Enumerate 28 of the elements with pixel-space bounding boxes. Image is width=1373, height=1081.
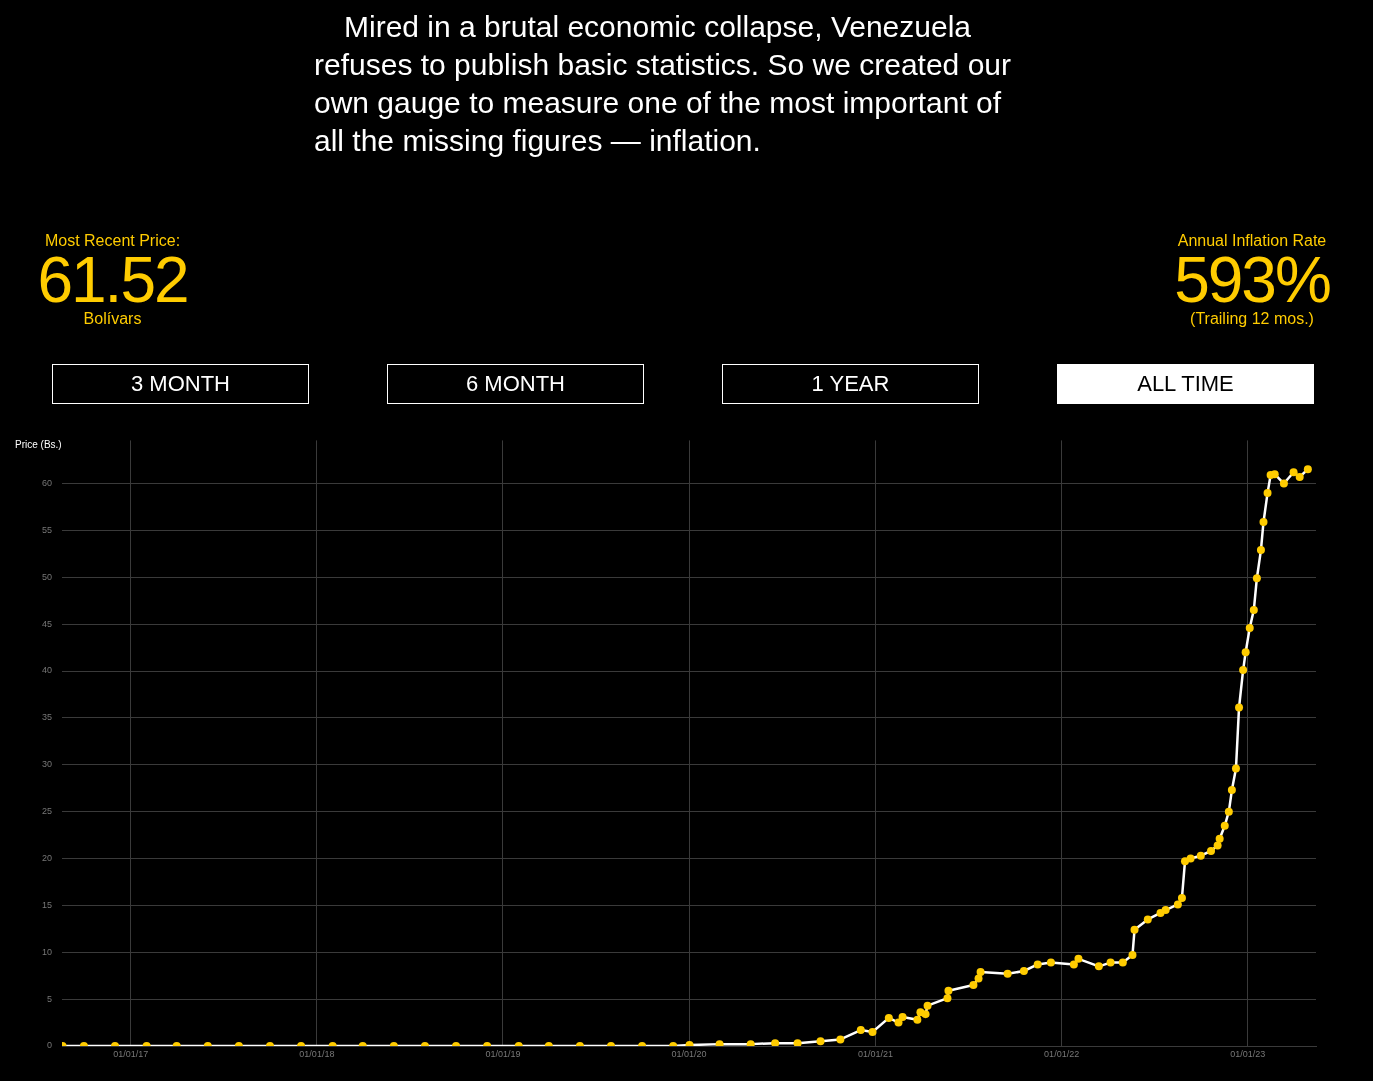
text: 3 MONTH — [52, 364, 309, 404]
y-tick-label: 10 — [41, 946, 52, 957]
x-tick-label: 01/01/19 — [485, 1048, 521, 1059]
y-tick-label: 35 — [41, 712, 52, 723]
y-tick-label: 30 — [41, 759, 52, 770]
x-tick-label: 01/01/22 — [1044, 1048, 1080, 1059]
y-tick-label: 55 — [41, 524, 52, 535]
y-axis-title: Price (Bs.) — [15, 439, 62, 451]
y-tick-label: 5 — [46, 993, 52, 1004]
y-tick-label: 0 — [46, 1040, 52, 1051]
x-tick-label: 01/01/18 — [299, 1048, 335, 1059]
y-tick-label: 50 — [41, 571, 52, 582]
text: 6 MONTH — [387, 364, 644, 404]
text: Most Recent Price: — [43, 232, 182, 250]
x-tick-label: 01/01/23 — [1230, 1048, 1266, 1059]
chart-title: Mired in a brutal economic collapse, Venezuela refuses to publish basic statistics. So we created our own gauge to measure one of the most important of all the missing figures — inflation. — [314, 9, 1012, 159]
text: 1 YEAR — [722, 364, 979, 404]
y-tick-label: 20 — [41, 852, 52, 863]
y-tick-label: 45 — [41, 618, 52, 629]
x-tick-label: 01/01/21 — [858, 1048, 894, 1059]
x-tick-label: 01/01/20 — [671, 1048, 707, 1059]
y-tick-label: 25 — [41, 806, 52, 817]
text: Annual Inflation Rate — [1176, 232, 1328, 250]
text: ALL TIME — [1057, 364, 1314, 404]
y-tick-label: 60 — [41, 478, 52, 489]
y-tick-label: 40 — [41, 665, 52, 676]
x-tick-label: 01/01/17 — [113, 1048, 149, 1059]
y-tick-label: 15 — [41, 899, 52, 910]
